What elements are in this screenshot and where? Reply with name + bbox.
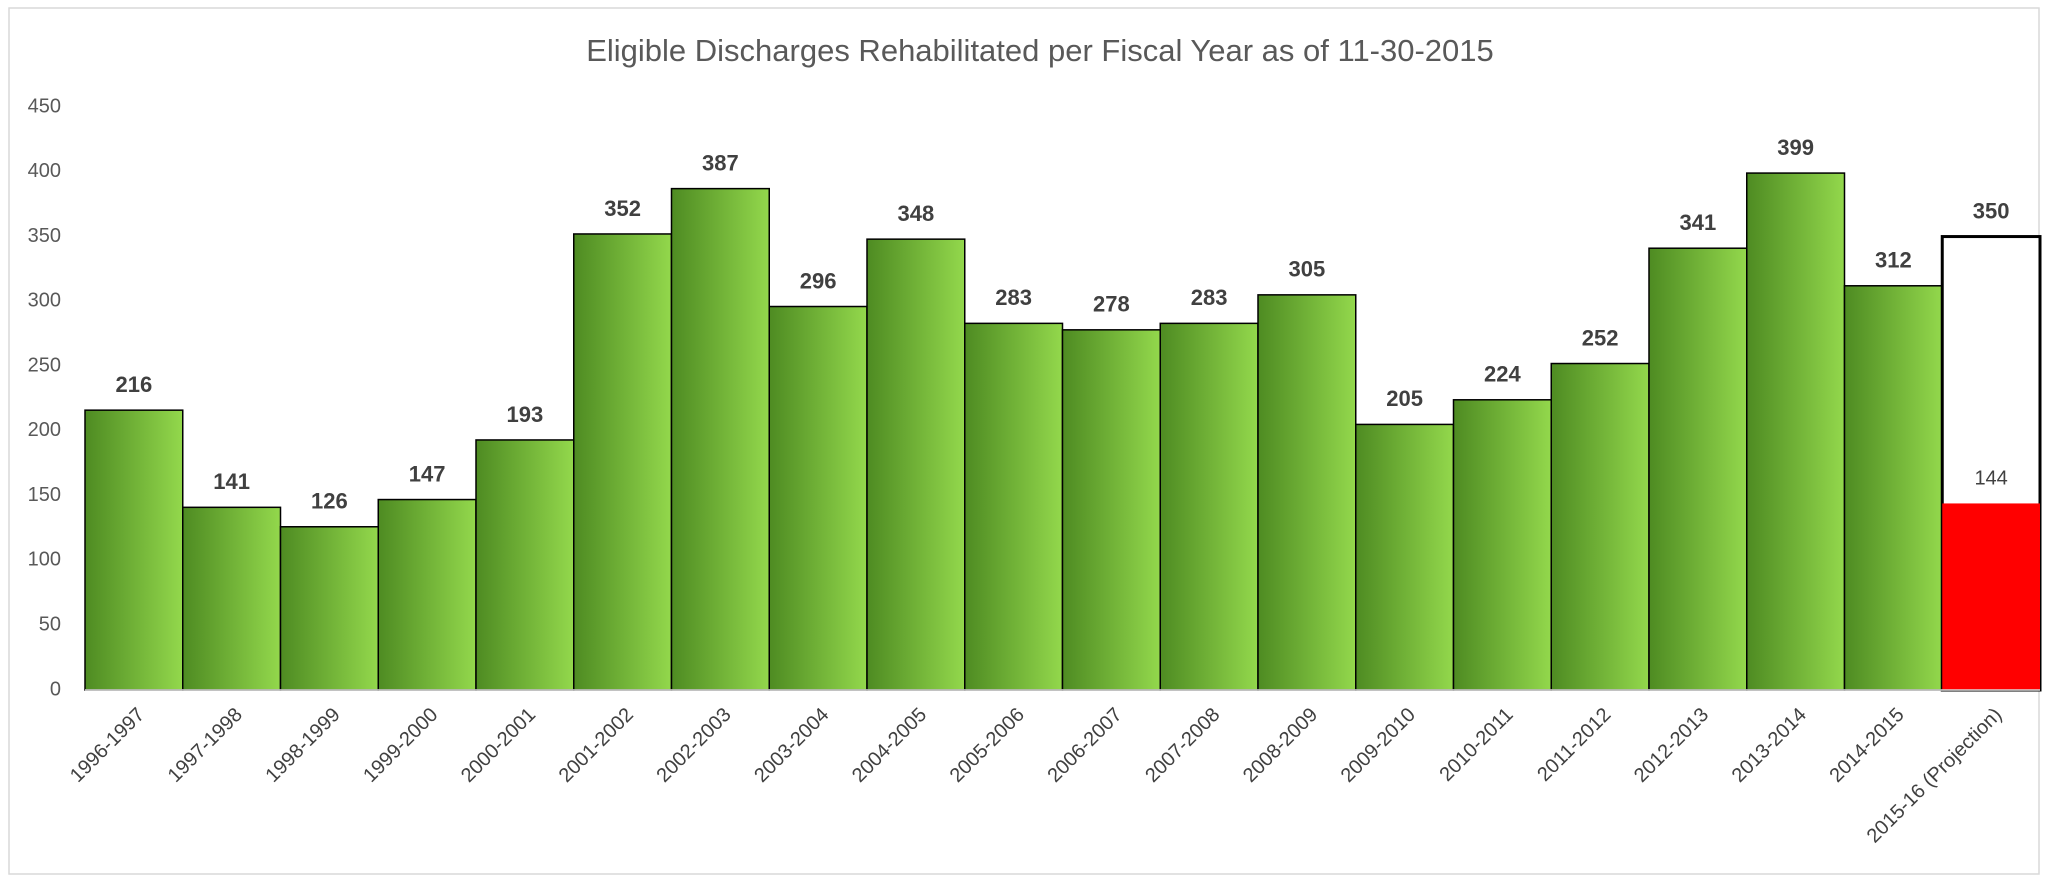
bar	[573, 233, 673, 691]
bar	[475, 439, 575, 691]
value-label: 296	[800, 268, 837, 293]
y-tick-label: 50	[39, 614, 61, 636]
bar	[866, 238, 966, 691]
value-label: 193	[507, 402, 544, 427]
bar	[1257, 294, 1357, 691]
bar	[1746, 172, 1846, 691]
value-label: 399	[1777, 135, 1814, 160]
value-label: 216	[116, 372, 153, 397]
y-tick-label: 150	[28, 484, 61, 506]
chart-title: Eligible Discharges Rehabilitated per Fi…	[586, 33, 1494, 68]
bar	[768, 305, 868, 691]
bar	[1355, 423, 1455, 691]
bar	[182, 506, 282, 691]
value-label: 348	[898, 201, 935, 226]
value-label: 352	[604, 196, 641, 221]
value-label: 252	[1582, 325, 1619, 350]
value-label: 387	[702, 150, 739, 175]
value-label: 283	[995, 285, 1032, 310]
bar	[1843, 285, 1943, 691]
value-label: 305	[1289, 257, 1326, 282]
bar	[377, 498, 477, 691]
bar	[1452, 399, 1552, 691]
bar	[1159, 322, 1259, 691]
value-label: 205	[1386, 386, 1423, 411]
bar	[84, 409, 184, 691]
value-label: 147	[409, 461, 446, 486]
bar	[1942, 503, 2040, 690]
value-label: 278	[1093, 292, 1130, 317]
y-tick-label: 400	[28, 160, 61, 182]
y-tick-label: 450	[28, 95, 61, 117]
y-tick-label: 200	[28, 419, 61, 441]
y-tick-label: 250	[28, 354, 61, 376]
bar	[279, 526, 379, 691]
value-label: 341	[1680, 210, 1717, 235]
value-label: 283	[1191, 285, 1228, 310]
bar	[1648, 247, 1748, 691]
value-label: 126	[311, 489, 348, 514]
bar	[1550, 362, 1650, 691]
bar	[964, 322, 1064, 691]
bar	[1061, 329, 1161, 691]
value-label: 224	[1484, 362, 1521, 387]
y-tick-label: 100	[28, 549, 61, 571]
value-label: 144	[1974, 468, 2007, 490]
y-tick-label: 0	[50, 678, 61, 700]
bar	[670, 187, 770, 691]
y-tick-label: 350	[28, 225, 61, 247]
value-label: 350	[1973, 198, 2010, 223]
y-tick-label: 300	[28, 290, 61, 312]
value-label: 141	[213, 469, 250, 494]
value-label: 312	[1875, 248, 1912, 273]
